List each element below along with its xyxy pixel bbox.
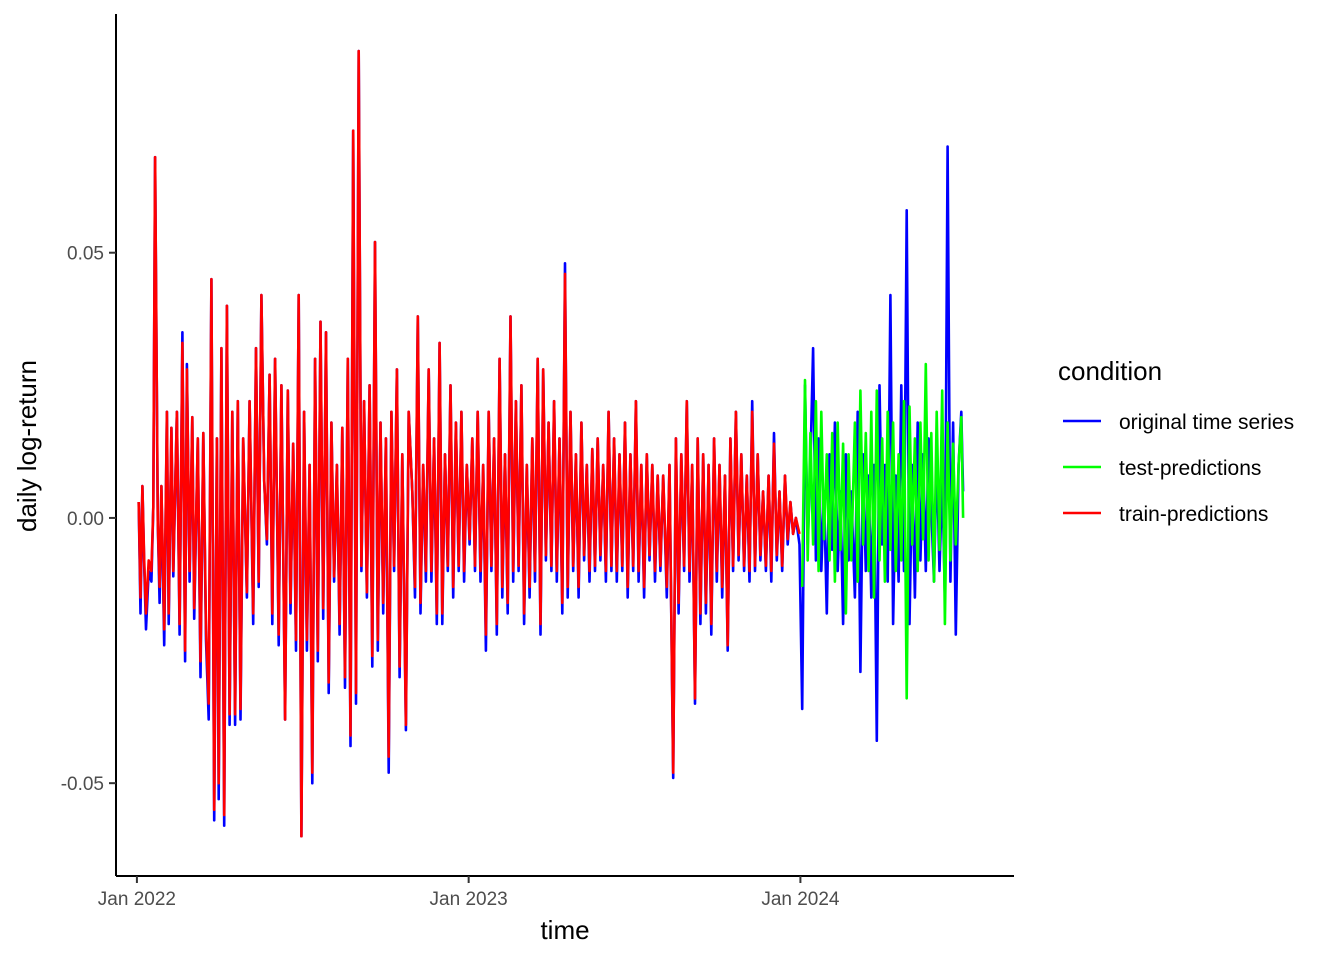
series-line-train-predictions xyxy=(137,49,801,838)
axes xyxy=(115,14,1014,877)
y-axis-title: daily log-return xyxy=(12,360,42,532)
legend: condition original time series test-predi… xyxy=(1058,356,1294,526)
series-line-test-predictions xyxy=(800,362,965,700)
x-tick-label: Jan 2024 xyxy=(761,889,840,910)
y-tick-label: 0.00 xyxy=(67,509,104,530)
y-tick-label: -0.05 xyxy=(61,774,104,795)
legend-label: original time series xyxy=(1119,411,1294,434)
plot-lines xyxy=(137,49,965,838)
legend-label: train-predictions xyxy=(1119,503,1268,526)
x-axis-title: time xyxy=(540,915,589,945)
legend-title: condition xyxy=(1058,356,1162,386)
y-ticks: -0.05 0.00 0.05 xyxy=(61,244,116,795)
x-tick-label: Jan 2023 xyxy=(430,889,508,910)
x-tick-label: Jan 2022 xyxy=(98,889,176,910)
y-tick-label: 0.05 xyxy=(67,244,104,265)
legend-label: test-predictions xyxy=(1119,457,1261,480)
x-ticks: Jan 2022 Jan 2023 Jan 2024 xyxy=(98,876,840,910)
